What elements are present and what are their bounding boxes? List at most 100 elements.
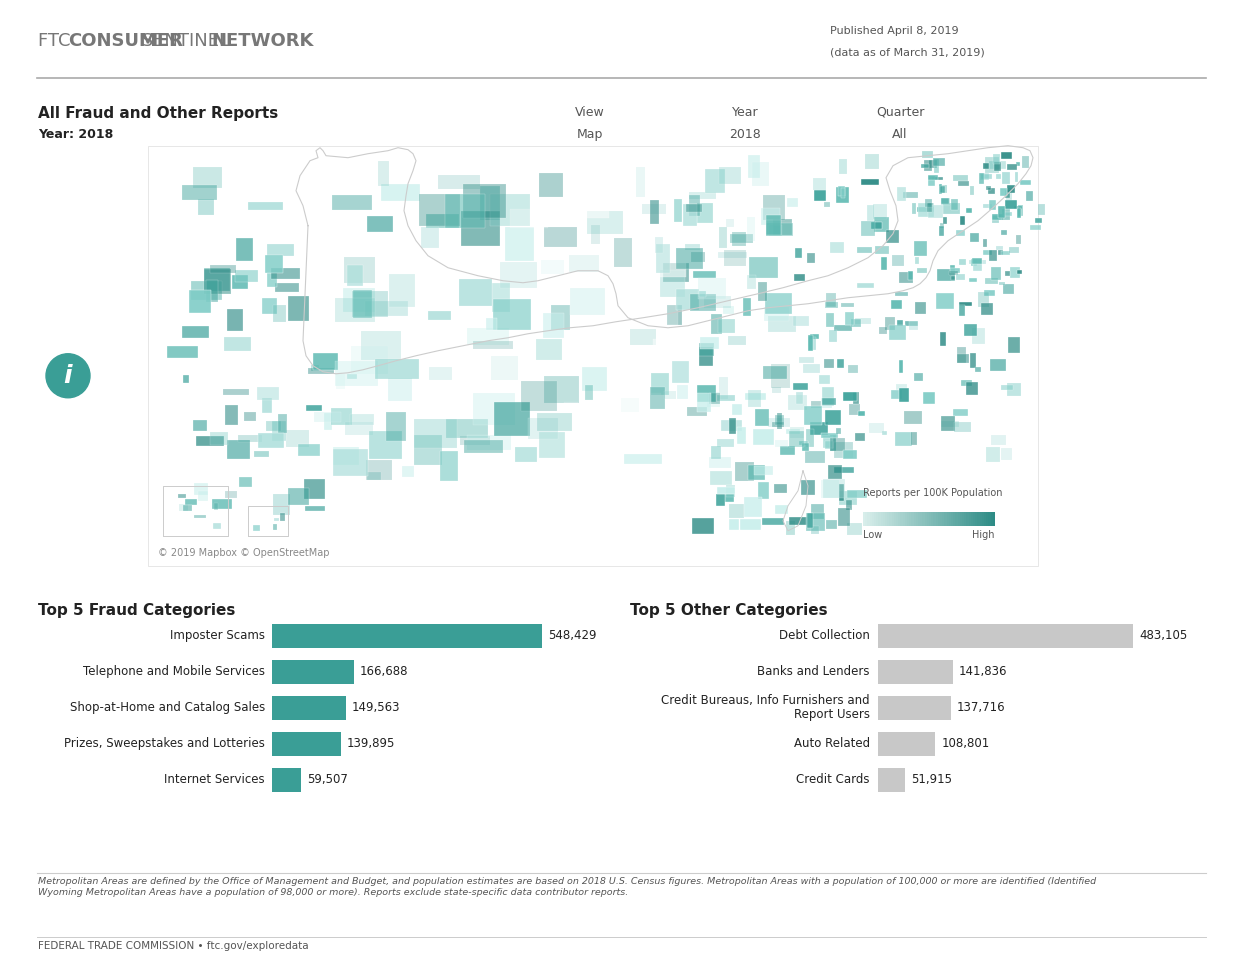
Bar — [899, 512, 900, 526]
Bar — [911, 432, 917, 445]
Bar — [460, 436, 490, 445]
Bar — [916, 512, 919, 526]
Bar — [870, 512, 871, 526]
Bar — [940, 512, 942, 526]
Bar — [886, 230, 900, 242]
Bar — [630, 330, 656, 345]
Bar — [839, 159, 846, 174]
Bar — [788, 431, 804, 447]
Bar — [401, 466, 414, 477]
Bar — [743, 299, 751, 316]
Bar — [956, 274, 965, 280]
Bar — [511, 209, 548, 229]
Bar — [181, 185, 216, 200]
Bar — [272, 624, 542, 648]
Bar — [912, 204, 916, 213]
Bar — [755, 466, 773, 475]
Bar — [791, 427, 804, 438]
Text: All Fraud and Other Reports: All Fraud and Other Reports — [39, 106, 278, 121]
Bar — [973, 259, 982, 271]
Bar — [677, 385, 689, 399]
Bar — [774, 440, 788, 447]
Bar — [257, 387, 280, 400]
Bar — [837, 428, 842, 433]
Bar — [286, 430, 308, 447]
Bar — [837, 187, 849, 203]
Text: 59,507: 59,507 — [307, 773, 348, 786]
Bar — [491, 357, 517, 381]
Bar — [941, 198, 950, 205]
Bar — [874, 512, 876, 526]
Bar — [728, 519, 738, 530]
Text: FEDERAL TRADE COMMISSION • ftc.gov/exploredata: FEDERAL TRADE COMMISSION • ftc.gov/explo… — [39, 941, 308, 950]
Bar — [711, 313, 722, 334]
Bar — [1021, 181, 1030, 185]
Bar — [213, 499, 231, 508]
Bar — [314, 411, 341, 422]
Bar — [740, 519, 762, 530]
Bar — [839, 491, 858, 505]
Bar — [445, 194, 485, 228]
Bar — [273, 525, 277, 530]
Bar — [1018, 206, 1023, 215]
Bar — [710, 456, 731, 468]
Bar — [993, 155, 999, 164]
Bar — [856, 247, 873, 253]
Bar — [848, 490, 868, 499]
Bar — [747, 465, 766, 480]
Bar — [911, 512, 914, 526]
Bar — [773, 219, 792, 234]
Bar — [838, 508, 850, 527]
Bar — [334, 299, 375, 322]
Bar — [1014, 172, 1018, 182]
Bar — [988, 188, 996, 193]
Bar — [859, 410, 865, 416]
Bar — [1001, 231, 1007, 235]
Bar — [970, 279, 977, 282]
Bar — [224, 389, 249, 395]
Bar — [648, 254, 686, 277]
Bar — [827, 293, 835, 307]
Bar — [564, 403, 578, 411]
Bar — [305, 479, 324, 499]
Bar — [493, 402, 530, 436]
Bar — [809, 334, 819, 339]
Text: Banks and Lenders: Banks and Lenders — [757, 665, 870, 678]
Bar — [224, 336, 251, 351]
Bar — [539, 173, 563, 197]
Bar — [941, 198, 950, 206]
Bar — [331, 407, 352, 426]
Bar — [1038, 204, 1045, 215]
Bar — [710, 471, 732, 484]
Bar — [933, 512, 936, 526]
Bar — [521, 382, 557, 410]
Bar — [953, 512, 956, 526]
Bar — [659, 208, 690, 225]
Bar — [725, 494, 733, 502]
Bar — [747, 275, 756, 289]
Bar — [1002, 209, 1011, 219]
Bar — [940, 186, 945, 193]
Bar — [650, 244, 665, 257]
Bar — [951, 276, 955, 281]
Bar — [699, 291, 706, 297]
Bar — [825, 410, 842, 425]
Bar — [730, 234, 753, 243]
Bar — [865, 512, 868, 526]
Text: Telephone and Mobile Services: Telephone and Mobile Services — [83, 665, 265, 678]
Bar — [653, 338, 674, 362]
Bar — [571, 206, 609, 218]
Bar — [902, 512, 905, 526]
Bar — [587, 210, 624, 234]
Bar — [705, 168, 726, 193]
Bar — [998, 207, 1004, 218]
Bar — [544, 227, 577, 247]
Bar — [865, 155, 879, 169]
Bar — [272, 660, 354, 683]
Bar — [834, 326, 851, 331]
Bar — [848, 365, 858, 373]
Bar — [917, 208, 933, 211]
Bar — [756, 409, 769, 426]
Bar — [1007, 382, 1022, 396]
Text: NETWORK: NETWORK — [211, 32, 313, 50]
